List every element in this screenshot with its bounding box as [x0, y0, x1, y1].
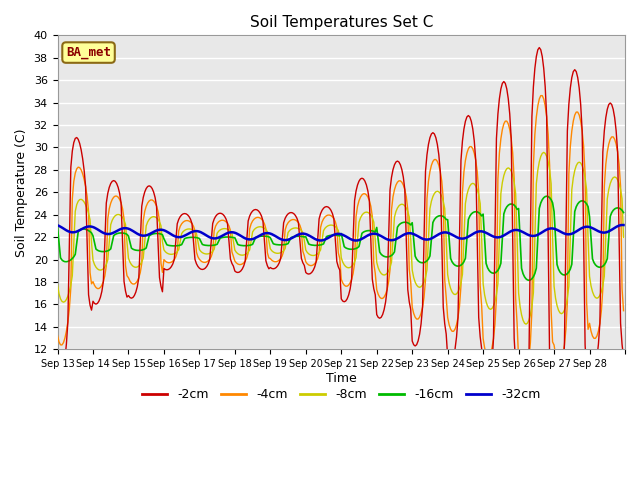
Title: Soil Temperatures Set C: Soil Temperatures Set C [250, 15, 433, 30]
Y-axis label: Soil Temperature (C): Soil Temperature (C) [15, 128, 28, 257]
Text: BA_met: BA_met [66, 46, 111, 59]
Legend: -2cm, -4cm, -8cm, -16cm, -32cm: -2cm, -4cm, -8cm, -16cm, -32cm [137, 383, 545, 406]
X-axis label: Time: Time [326, 372, 356, 385]
